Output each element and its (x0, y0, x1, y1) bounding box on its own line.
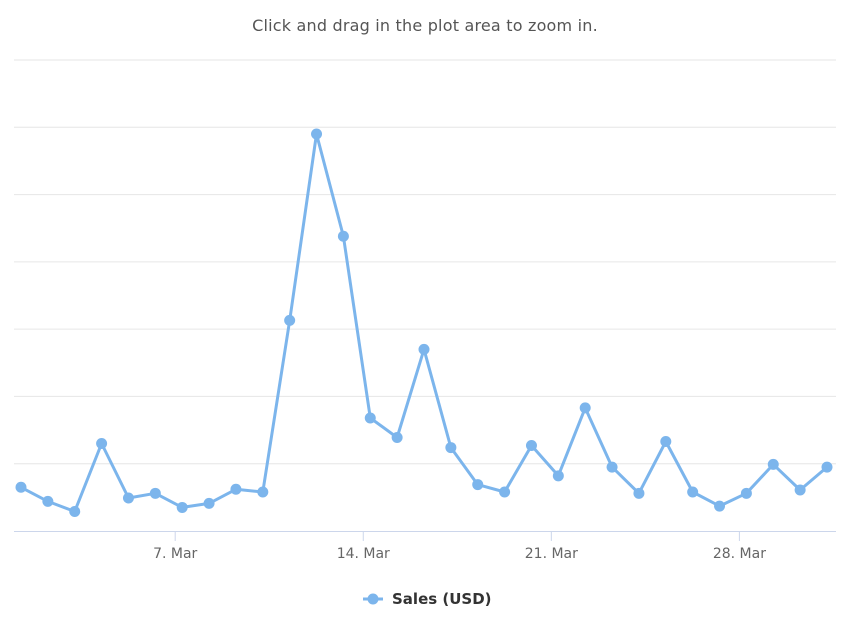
legend-item-label[interactable]: Sales (USD) (392, 590, 492, 608)
data-point[interactable] (445, 442, 457, 454)
data-point[interactable] (767, 458, 779, 470)
data-point[interactable] (552, 470, 564, 482)
data-point[interactable] (472, 479, 484, 491)
data-point[interactable] (149, 487, 161, 499)
data-point[interactable] (96, 438, 108, 450)
data-point[interactable] (821, 461, 833, 473)
chart-subtitle: Click and drag in the plot area to zoom … (252, 16, 598, 35)
series-line[interactable] (20, 132, 828, 513)
data-point[interactable] (176, 501, 188, 513)
x-tick-label: 7. Mar (153, 546, 197, 562)
x-tick-label: 28. Mar (713, 546, 766, 562)
data-point[interactable] (579, 402, 591, 414)
x-axis: 7. Mar 14. Mar 21. Mar 28. Mar (14, 531, 836, 562)
data-point[interactable] (740, 487, 752, 499)
data-point[interactable] (203, 497, 215, 509)
data-point[interactable] (660, 436, 672, 448)
series-sales-usd[interactable] (15, 128, 833, 517)
data-point[interactable] (391, 431, 403, 443)
data-point[interactable] (284, 314, 296, 326)
data-point[interactable] (499, 486, 511, 498)
data-point[interactable] (15, 481, 27, 493)
data-point[interactable] (525, 440, 537, 452)
data-point[interactable] (633, 487, 645, 499)
data-point[interactable] (122, 492, 134, 504)
data-point[interactable] (606, 461, 618, 473)
data-point[interactable] (69, 505, 81, 517)
x-tick-label: 21. Mar (525, 546, 578, 562)
x-tick-label: 14. Mar (337, 546, 390, 562)
data-point[interactable] (687, 486, 699, 498)
data-point[interactable] (337, 230, 349, 242)
data-point[interactable] (714, 500, 726, 512)
data-point[interactable] (42, 495, 54, 507)
grid-layer (14, 59, 836, 465)
data-point[interactable] (311, 128, 323, 140)
legend[interactable]: Sales (USD) (363, 590, 492, 608)
data-point[interactable] (794, 484, 806, 496)
legend-symbol-marker[interactable] (367, 593, 379, 605)
data-point[interactable] (230, 483, 242, 495)
data-point[interactable] (418, 343, 430, 355)
data-point[interactable] (364, 412, 376, 424)
data-point[interactable] (257, 486, 269, 498)
